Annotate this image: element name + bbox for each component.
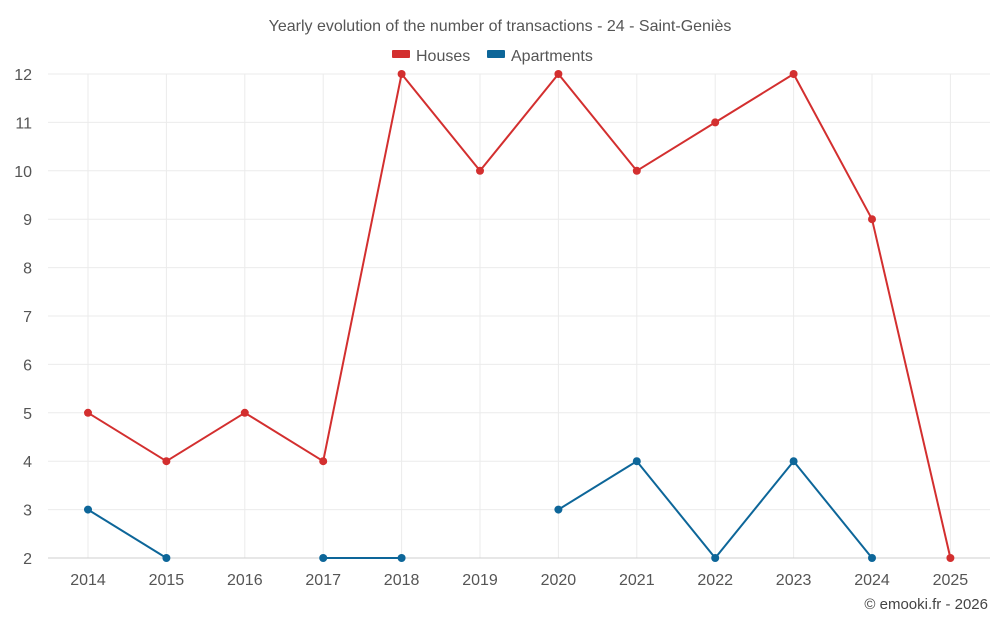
data-point-apartments[interactable] (632, 457, 641, 466)
x-tick-label: 2017 (305, 572, 341, 589)
data-point-houses[interactable] (162, 457, 171, 466)
x-tick-label: 2023 (776, 572, 812, 589)
data-point-apartments[interactable] (162, 554, 171, 562)
axes: 2 3 4 5 6 7 8 9 10 11 12 2014 2015 2016 2017 2018 2019 20… (14, 67, 990, 589)
grid (48, 73, 990, 559)
x-tick-label: 2015 (149, 572, 185, 589)
data-point-houses[interactable] (946, 554, 955, 562)
legend-swatch-apartments (487, 50, 505, 58)
data-point-houses[interactable] (319, 457, 328, 466)
y-tick-label: 7 (23, 309, 32, 326)
series-line-apartments (87, 508, 167, 559)
data-point-houses[interactable] (397, 70, 406, 78)
y-tick-label: 2 (23, 551, 32, 568)
y-tick-label: 11 (15, 115, 32, 132)
y-tick-label: 3 (23, 503, 32, 520)
data-point-houses[interactable] (240, 408, 249, 417)
x-tick-label: 2021 (619, 572, 655, 589)
y-tick-label: 5 (23, 406, 32, 423)
data-point-apartments[interactable] (711, 554, 720, 562)
data-point-houses[interactable] (632, 166, 641, 175)
x-tick-label: 2014 (70, 572, 106, 589)
data-point-apartments[interactable] (554, 505, 563, 514)
data-point-houses[interactable] (476, 166, 484, 175)
data-point-houses[interactable] (868, 215, 876, 224)
data-point-apartments[interactable] (397, 554, 406, 562)
y-tick-label: 4 (23, 454, 32, 471)
data-point-houses[interactable] (84, 408, 92, 417)
legend-swatch-houses (392, 50, 410, 58)
data-point-apartments[interactable] (84, 505, 92, 514)
x-tick-label: 2016 (227, 572, 263, 589)
data-point-apartments[interactable] (789, 457, 798, 466)
data-point-apartments[interactable] (319, 554, 328, 562)
x-tick-label: 2020 (541, 572, 577, 589)
series-line-houses (87, 73, 952, 559)
legend-label-houses: Houses (416, 48, 470, 65)
credit-text: © emooki.fr - 2026 (864, 596, 988, 613)
data-point-apartments[interactable] (868, 554, 876, 562)
legend-item-houses[interactable]: Houses (392, 48, 470, 65)
x-tick-label: 2025 (933, 572, 969, 589)
y-tick-label: 9 (23, 212, 32, 229)
x-tick-label: 2018 (384, 572, 420, 589)
y-tick-label: 6 (23, 357, 32, 374)
data-point-houses[interactable] (554, 70, 563, 78)
x-tick-label: 2022 (697, 572, 733, 589)
data-point-houses[interactable] (711, 118, 720, 127)
chart-title: Yearly evolution of the number of transa… (269, 18, 732, 35)
legend-label-apartments: Apartments (511, 48, 593, 65)
legend-item-apartments[interactable]: Apartments (487, 48, 593, 65)
x-tick-label: 2019 (462, 572, 498, 589)
series-layer (84, 70, 955, 562)
series-houses (84, 70, 955, 562)
x-tick-label: 2024 (854, 572, 890, 589)
data-point-houses[interactable] (789, 70, 798, 78)
y-tick-label: 10 (14, 164, 32, 181)
y-tick-label: 8 (23, 261, 32, 278)
legend: Houses Apartments (392, 48, 593, 65)
y-tick-label: 12 (14, 67, 32, 84)
series-apartments (84, 457, 876, 562)
